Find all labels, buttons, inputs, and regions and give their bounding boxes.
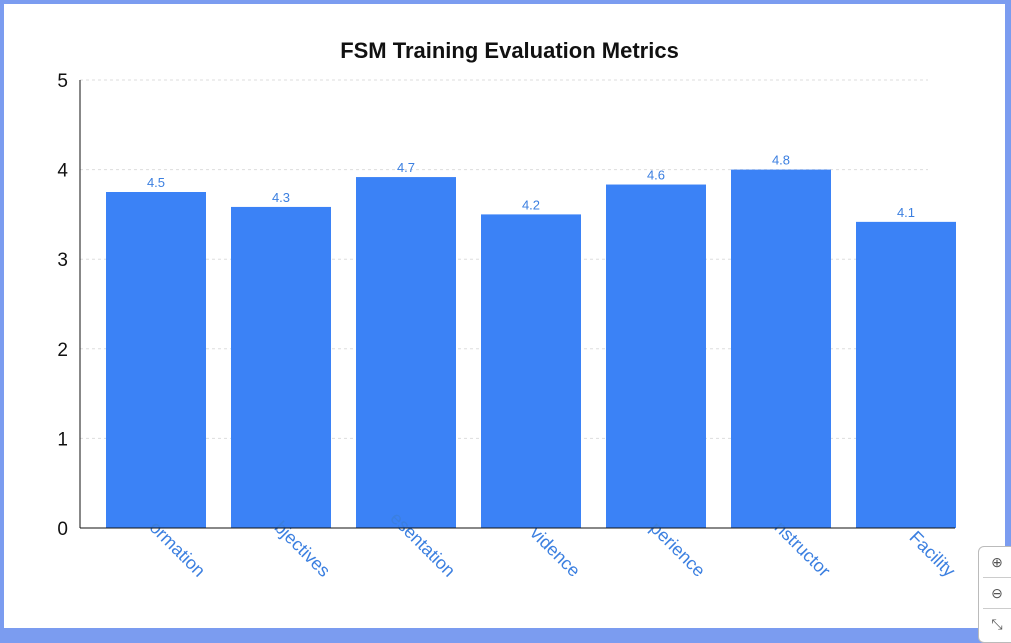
x-tick-label: Facility [906,527,960,581]
data-label: 4.1 [897,205,915,220]
data-label: 4.7 [397,160,415,175]
x-tick-label: vidence [526,523,584,581]
bar [731,169,831,528]
bar [856,221,956,528]
zoom-out-icon[interactable]: ⊖ [983,578,1011,609]
y-tick-label: 3 [57,250,68,271]
data-label: 4.6 [647,168,665,183]
data-label: 4.5 [147,175,165,190]
bar [106,192,206,528]
zoom-controls: ⊕ ⊖ ⤡ [978,546,1011,643]
y-tick-label: 4 [57,161,68,182]
reset-zoom-icon[interactable]: ⤡ [991,615,1003,632]
y-tick-label: 5 [57,71,68,92]
zoom-in-icon[interactable]: ⊕ [983,547,1011,578]
bar [231,206,331,528]
y-tick-label: 2 [57,340,68,361]
data-label: 4.3 [272,190,290,205]
data-label: 4.8 [772,153,790,168]
data-label: 4.2 [522,197,540,212]
bar [481,214,581,528]
bar [356,177,456,529]
y-tick-label: 1 [57,429,68,450]
chart-title: FSM Training Evaluation Metrics [340,38,679,63]
y-tick-label: 0 [57,519,68,540]
bar [606,184,706,529]
